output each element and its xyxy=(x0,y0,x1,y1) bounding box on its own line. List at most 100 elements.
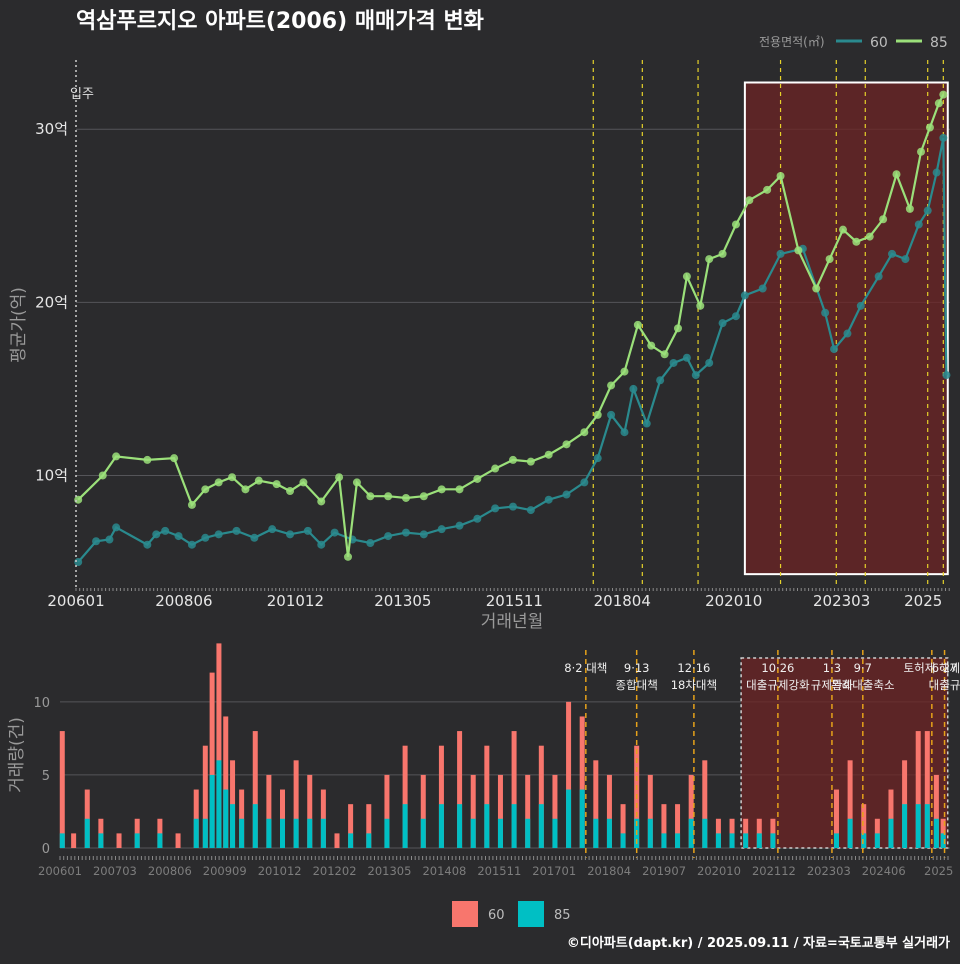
data-point-60 xyxy=(509,502,517,511)
bar-85 xyxy=(202,818,208,848)
top-highlight-region xyxy=(743,81,949,576)
bar-85 xyxy=(579,789,585,848)
bottom-x-tick-label: 202303 xyxy=(807,864,851,878)
bottom-x-tick-label: 201907 xyxy=(642,864,686,878)
bar-85 xyxy=(470,818,476,848)
bar-85 xyxy=(348,833,354,848)
data-point-60 xyxy=(718,319,727,328)
bottom-axis: 0 5 10 200601 200703 200806 200909 201012 201202… xyxy=(33,696,953,878)
bar-60 xyxy=(230,760,236,848)
data-point-85 xyxy=(384,492,393,501)
bar-60 xyxy=(202,745,208,848)
credit-text: ©디아파트(dapt.kr) / 2025.09.11 / 자료=국토교통부 실… xyxy=(567,935,950,951)
data-point-85 xyxy=(214,478,223,487)
bar-85 xyxy=(98,833,104,848)
event-annotation: 대출규제강화 xyxy=(746,678,810,692)
bar-85 xyxy=(293,818,299,848)
bottom-y-tick-label: 10 xyxy=(33,696,50,711)
chart-title: 역삼푸르지오 아파트(2006) 매매가격 변화 xyxy=(76,9,484,34)
data-point-85 xyxy=(562,440,571,449)
data-point-60 xyxy=(366,538,375,547)
data-point-85 xyxy=(879,215,888,224)
bottom-x-tick-label: 202010 xyxy=(697,864,741,878)
bar-85 xyxy=(307,818,313,848)
data-point-60 xyxy=(174,532,183,541)
bar-60 xyxy=(675,804,681,848)
bar-85 xyxy=(552,818,558,848)
event-annotation: 1·3 xyxy=(823,661,841,675)
bottom-legend-label-60: 60 xyxy=(488,908,505,923)
bar-60 xyxy=(293,760,299,848)
data-point-85 xyxy=(187,500,196,509)
data-point-85 xyxy=(299,478,308,487)
data-point-60 xyxy=(901,255,910,264)
bar-85 xyxy=(230,804,236,848)
bar-85 xyxy=(209,774,215,848)
data-point-85 xyxy=(526,457,535,466)
data-point-60 xyxy=(888,249,897,258)
bar-85 xyxy=(847,818,853,848)
bar-85 xyxy=(606,818,612,848)
bar-85 xyxy=(366,833,372,848)
bar-60 xyxy=(402,745,408,848)
bar-85 xyxy=(874,833,880,848)
data-point-85 xyxy=(607,381,616,390)
bar-60 xyxy=(223,716,229,848)
bottom-x-tick-label: 200806 xyxy=(148,864,192,878)
bar-60 xyxy=(497,774,503,848)
data-point-85 xyxy=(892,170,901,179)
event-annotation: 18차대책 xyxy=(671,678,717,692)
data-point-85 xyxy=(682,272,691,281)
data-point-85 xyxy=(272,480,281,489)
bar-60 xyxy=(438,745,444,848)
bar-60 xyxy=(470,774,476,848)
bar-85 xyxy=(620,833,626,848)
data-point-60 xyxy=(620,428,629,437)
bar-85 xyxy=(861,833,867,848)
data-point-85 xyxy=(366,492,375,501)
data-point-60 xyxy=(682,353,691,362)
bar-85 xyxy=(239,818,245,848)
data-point-60 xyxy=(303,526,312,535)
data-point-60 xyxy=(152,530,161,539)
data-point-85 xyxy=(335,473,344,482)
bottom-x-tick-label: 201511 xyxy=(477,864,521,878)
data-point-85 xyxy=(437,485,446,494)
bar-85 xyxy=(266,818,272,848)
data-point-60 xyxy=(932,168,941,177)
data-point-60 xyxy=(437,525,446,534)
top-x-tick-label: 201511 xyxy=(486,592,543,610)
data-point-60 xyxy=(544,495,553,504)
bar-60 xyxy=(688,774,694,848)
bar-85 xyxy=(888,818,894,848)
bottom-x-tick-label: 202112 xyxy=(752,864,796,878)
event-annotation: 6·27 xyxy=(932,661,958,675)
top-x-tick-label: 200806 xyxy=(155,592,212,610)
data-point-60 xyxy=(187,540,196,549)
bar-60 xyxy=(538,745,544,848)
bottom-bars xyxy=(59,643,946,848)
bar-60 xyxy=(175,833,181,848)
bar-60 xyxy=(661,804,667,848)
bar-85 xyxy=(833,833,839,848)
data-point-85 xyxy=(917,147,926,156)
data-point-60 xyxy=(776,249,785,258)
bar-85 xyxy=(157,833,163,848)
bar-85 xyxy=(688,818,694,848)
bar-85 xyxy=(497,818,503,848)
data-point-60 xyxy=(473,514,482,523)
data-point-60 xyxy=(874,272,883,281)
bar-60 xyxy=(647,774,653,848)
data-point-85 xyxy=(812,284,821,293)
data-point-85 xyxy=(696,301,705,310)
data-point-60 xyxy=(705,358,714,367)
data-point-85 xyxy=(852,237,861,246)
bottom-y-tick-label: 0 xyxy=(42,842,50,857)
bar-60 xyxy=(861,804,867,848)
data-point-85 xyxy=(934,99,943,108)
data-point-60 xyxy=(691,371,700,380)
highlight-box xyxy=(743,81,949,576)
bar-85 xyxy=(915,804,921,848)
